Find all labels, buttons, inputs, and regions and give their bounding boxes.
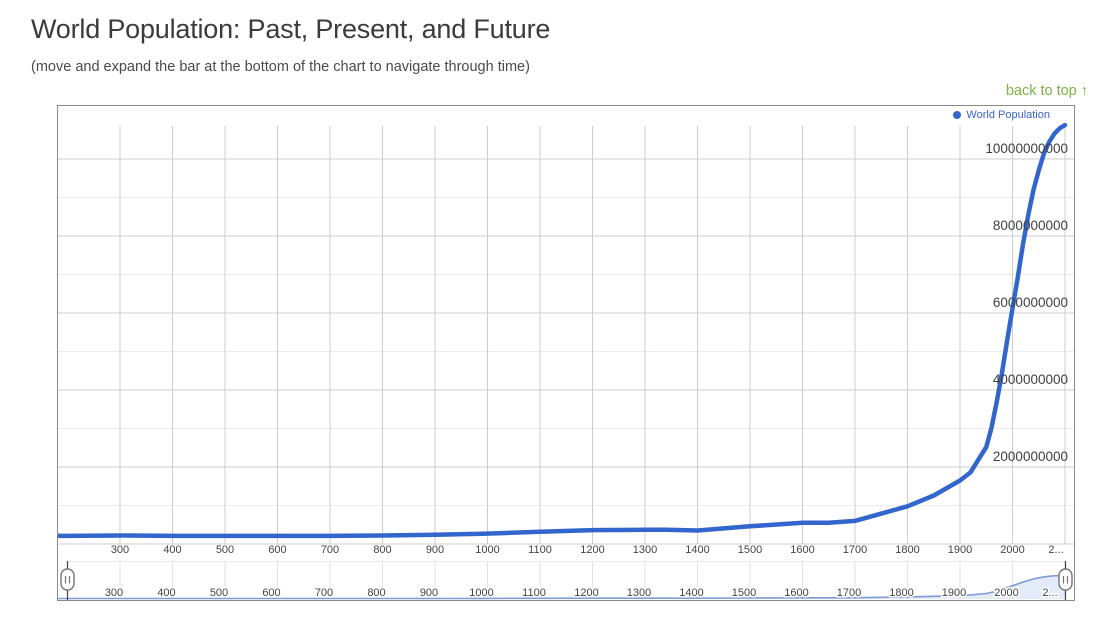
legend-marker-icon [953,111,962,119]
x-axis-label: 900 [426,544,444,556]
x-axis-label: 500 [216,544,234,556]
slider-axis-label: 2... [1042,587,1057,599]
y-axis-label: 2000000000 [993,449,1068,464]
slider-axis-label: 1700 [837,587,861,599]
range-slider-left-handle[interactable] [60,568,75,591]
world-population-line[interactable] [58,122,1068,539]
mini-line [58,574,1066,600]
slider-axis-label: 1300 [627,587,651,599]
slider-axis-label: 1500 [732,587,756,599]
x-axis-label: 1400 [685,544,709,556]
mini-area [58,575,1065,599]
slider-axis-label: 600 [262,587,280,599]
slider-axis-label: 1100 [522,587,546,599]
back-to-top-label: back to top [1005,83,1077,99]
x-axis-label: 600 [268,544,286,556]
up-arrow-icon: ↑ [1080,83,1088,99]
slider-axis-label: 400 [157,587,175,599]
chart-svg[interactable]: 300 400 500 600 700 800 900 1000 1100 1200 1300 140… [58,106,1074,600]
slider-axis-label: 1000 [469,587,493,599]
x-axis-label: 400 [163,544,181,556]
x-axis-label: 1000 [475,544,499,556]
page-title: World Population: Past, Present, and Fut… [31,14,551,44]
x-axis-label: 1300 [633,544,657,556]
y-axis-label: 4000000000 [993,372,1068,387]
slider-axis-label: 1800 [889,587,913,599]
x-axis-label: 1900 [948,544,972,556]
y-axis-label: 6000000000 [993,295,1068,310]
slider-axis-label: 500 [210,587,228,599]
range-slider-right-handle[interactable] [1058,568,1073,591]
slider-axis-label: 700 [315,587,333,599]
x-axis-label: 2... [1048,544,1063,556]
chart-panel: World Population 300 400 500 600 700 800 900 10… [57,105,1075,601]
slider-axis-label: 300 [105,587,123,599]
x-axis-label: 300 [111,544,129,556]
slider-axis-label: 900 [420,587,438,599]
x-axis-label: 1200 [580,544,604,556]
x-axis-label: 1600 [790,544,814,556]
slider-axis-label: 1900 [942,587,966,599]
slider-axis-label: 1600 [784,587,808,599]
slider-axis-label: 1400 [679,587,703,599]
x-axis-label: 2000 [1000,544,1024,556]
x-axis-label: 1100 [528,544,552,556]
slider-axis-label: 1200 [574,587,598,599]
slider-axis-label: 2000 [994,587,1018,599]
x-axis-label: 700 [321,544,339,556]
x-axis-label: 1800 [895,544,919,556]
slider-axis-label: 800 [367,587,385,599]
x-axis-label: 800 [373,544,391,556]
x-axis-label: 1700 [843,544,867,556]
chart-legend: World Population [953,109,1050,121]
page-subtitle: (move and expand the bar at the bottom o… [31,59,530,75]
y-axis-label: 8000000000 [993,218,1068,233]
legend-label: World Population [966,109,1050,121]
back-to-top-link[interactable]: back to top ↑ [1006,83,1088,99]
x-axis-label: 1500 [738,544,762,556]
y-axis-label: 10000000000 [985,141,1068,156]
